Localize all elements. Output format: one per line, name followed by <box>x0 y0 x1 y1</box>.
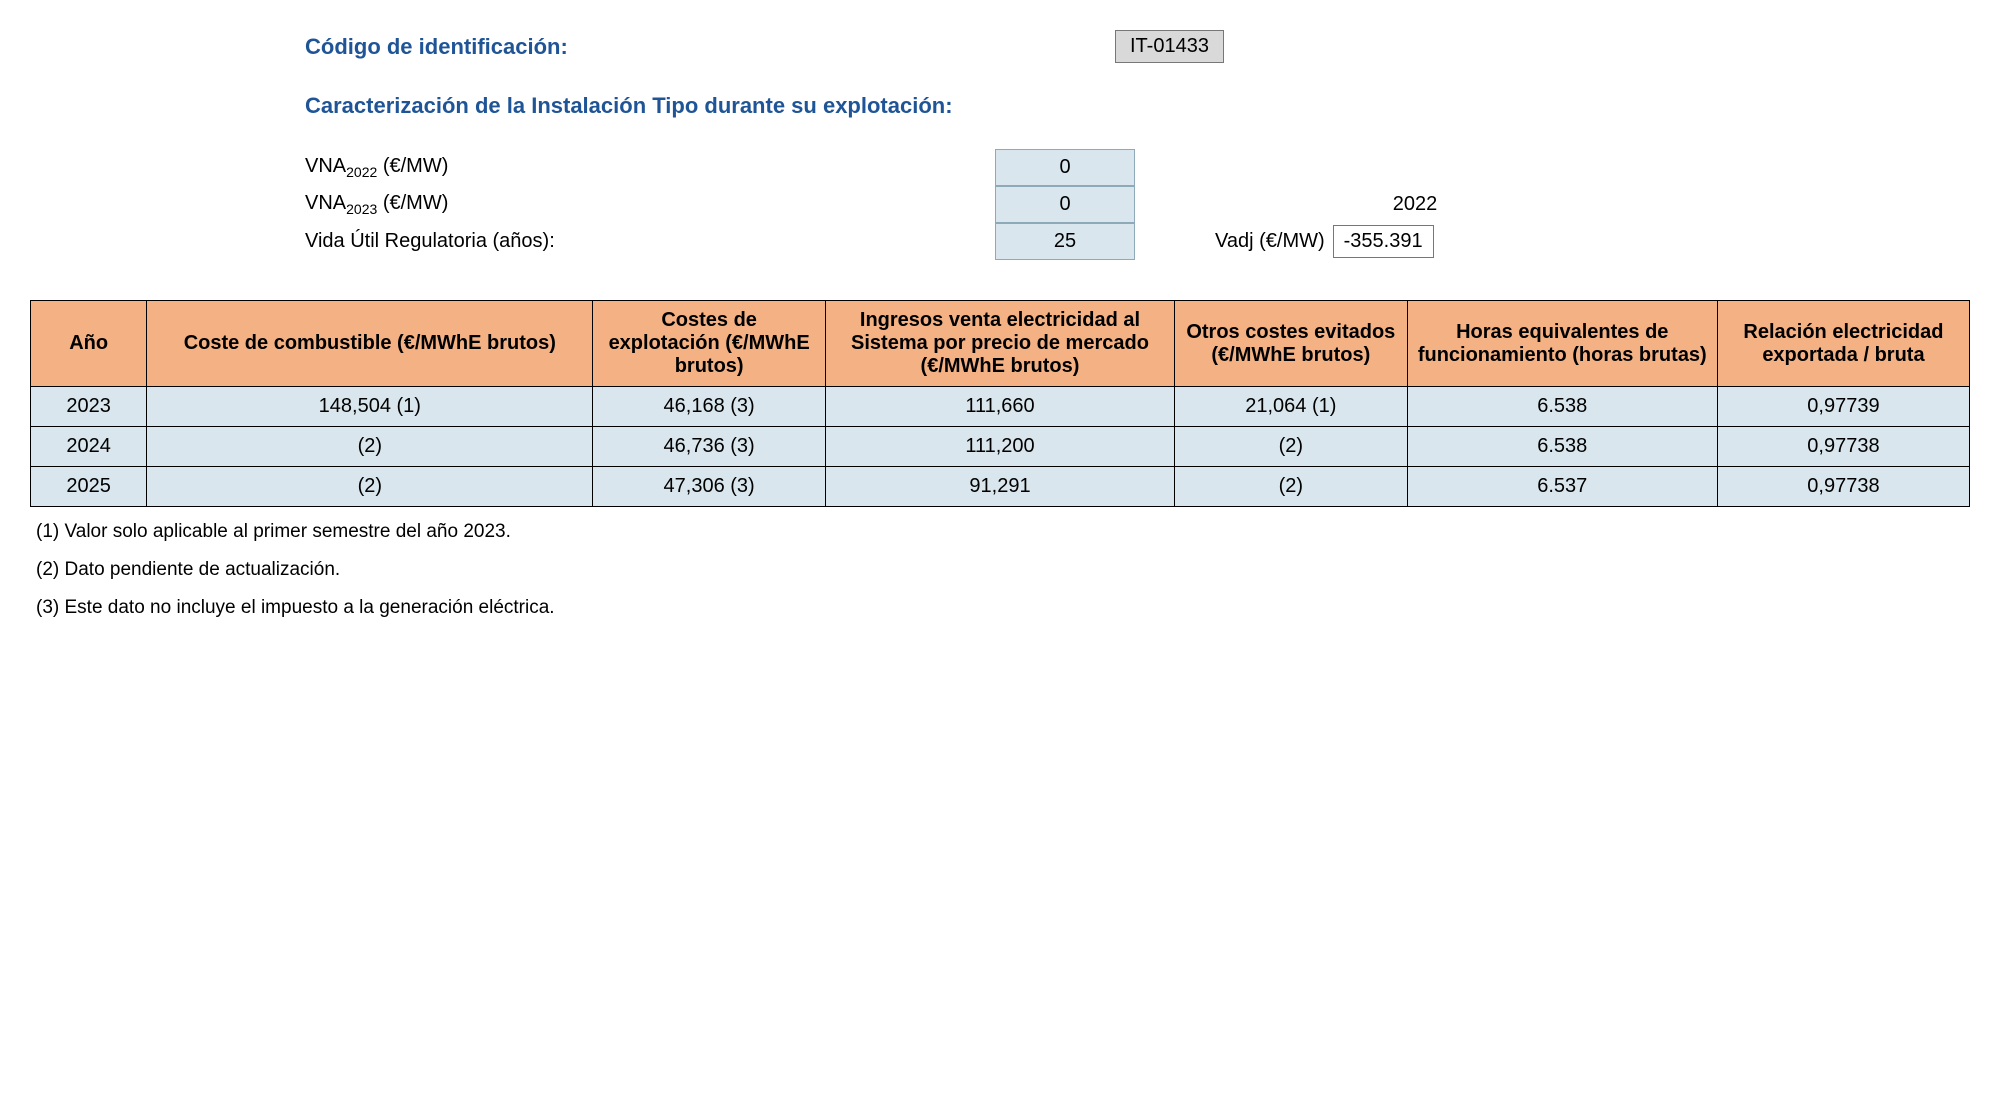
vna2022-label: VNA2022 (€/MW) <box>305 149 995 186</box>
code-value: IT-01433 <box>1115 30 1224 63</box>
table-cell: 0,97738 <box>1717 427 1969 467</box>
footnote: (2) Dato pendiente de actualización. <box>36 559 1970 581</box>
table-header-cell: Relación electricidad exportada / bruta <box>1717 301 1969 387</box>
table-cell: 46,736 (3) <box>593 427 826 467</box>
table-cell: 148,504 (1) <box>147 387 593 427</box>
footnote: (3) Este dato no incluye el impuesto a l… <box>36 597 1970 619</box>
table-cell: 6.538 <box>1407 387 1717 427</box>
vna2023-suffix: (€/MW) <box>377 192 448 214</box>
vida-value: 25 <box>995 223 1135 260</box>
table-cell: 21,064 (1) <box>1174 387 1407 427</box>
table-cell: 6.537 <box>1407 467 1717 507</box>
table-header-cell: Horas equivalentes de funcionamiento (ho… <box>1407 301 1717 387</box>
vna2023-label: VNA2023 (€/MW) <box>305 186 995 223</box>
vna2023-prefix: VNA <box>305 192 346 214</box>
table-cell: 47,306 (3) <box>593 467 826 507</box>
section-title: Caracterización de la Instalación Tipo d… <box>305 93 1970 119</box>
table-header-cell: Coste de combustible (€/MWhE brutos) <box>147 301 593 387</box>
table-header-cell: Año <box>31 301 147 387</box>
vida-row: Vida Útil Regulatoria (años): 25 Vadj (€… <box>30 223 1970 260</box>
vna2023-row: VNA2023 (€/MW) 0 2022 <box>30 186 1970 223</box>
vna2023-value: 0 <box>995 186 1135 223</box>
vadj-label: Vadj (€/MW) <box>1215 230 1325 253</box>
data-table: AñoCoste de combustible (€/MWhE brutos)C… <box>30 300 1970 507</box>
table-cell: 0,97739 <box>1717 387 1969 427</box>
table-cell: (2) <box>1174 467 1407 507</box>
vna2022-prefix: VNA <box>305 155 346 177</box>
vna2023-sub: 2023 <box>346 201 377 217</box>
table-cell: 91,291 <box>825 467 1174 507</box>
table-row: 2025(2)47,306 (3)91,291(2)6.5370,97738 <box>31 467 1970 507</box>
code-row: Código de identificación: IT-01433 <box>30 30 1970 63</box>
table-cell: 0,97738 <box>1717 467 1969 507</box>
table-cell: (2) <box>1174 427 1407 467</box>
vadj-year: 2022 <box>1355 193 1475 216</box>
table-cell: 6.538 <box>1407 427 1717 467</box>
vna2022-value: 0 <box>995 149 1135 186</box>
table-cell: 111,660 <box>825 387 1174 427</box>
table-cell: 2025 <box>31 467 147 507</box>
table-cell: (2) <box>147 467 593 507</box>
footnotes: (1) Valor solo aplicable al primer semes… <box>30 521 1970 619</box>
vna2022-sub: 2022 <box>346 164 377 180</box>
vna2022-suffix: (€/MW) <box>377 155 448 177</box>
table-row: 2023148,504 (1)46,168 (3)111,66021,064 (… <box>31 387 1970 427</box>
table-cell: 111,200 <box>825 427 1174 467</box>
vadj-value: -355.391 <box>1333 225 1434 258</box>
table-header-cell: Ingresos venta electricidad al Sistema p… <box>825 301 1174 387</box>
vida-label: Vida Útil Regulatoria (años): <box>305 224 995 259</box>
code-label: Código de identificación: <box>305 34 1115 60</box>
table-header-cell: Costes de explotación (€/MWhE brutos) <box>593 301 826 387</box>
table-header-cell: Otros costes evitados (€/MWhE brutos) <box>1174 301 1407 387</box>
footnote: (1) Valor solo aplicable al primer semes… <box>36 521 1970 543</box>
table-cell: 2023 <box>31 387 147 427</box>
table-cell: 2024 <box>31 427 147 467</box>
table-header-row: AñoCoste de combustible (€/MWhE brutos)C… <box>31 301 1970 387</box>
vna2022-row: VNA2022 (€/MW) 0 <box>30 149 1970 186</box>
table-cell: (2) <box>147 427 593 467</box>
table-cell: 46,168 (3) <box>593 387 826 427</box>
table-row: 2024(2)46,736 (3)111,200(2)6.5380,97738 <box>31 427 1970 467</box>
